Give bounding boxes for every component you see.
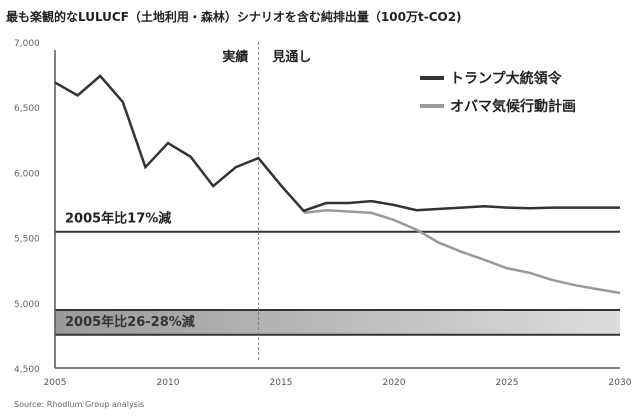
x-tick-label: 2025 — [496, 378, 519, 388]
target-band — [55, 309, 620, 335]
label-outlook: 見通し — [271, 49, 311, 65]
series-line-trump — [54, 74, 620, 213]
target-label-17: 2005年比17%減 — [65, 211, 171, 227]
source-note: Source: Rhodium Group analysis — [14, 400, 145, 409]
y-tick-label: 7,000 — [14, 39, 40, 49]
y-tick-label: 6,500 — [14, 104, 40, 114]
legend-label: オバマ気候行動計画 — [450, 98, 576, 115]
y-tick-label: 5,000 — [14, 300, 40, 310]
y-tick-label: 5,500 — [14, 235, 40, 245]
x-tick-label: 2005 — [44, 378, 67, 388]
legend-label: トランプ大統領令 — [450, 70, 563, 87]
x-tick-label: 2010 — [157, 378, 180, 388]
x-tick-label: 2020 — [383, 378, 406, 388]
label-actual: 実績 — [222, 49, 248, 65]
y-tick-label: 6,000 — [14, 169, 40, 179]
y-tick-label: 4,500 — [14, 365, 40, 375]
x-tick-label: 2030 — [609, 378, 632, 388]
target-label-26-28: 2005年比26-28%減 — [65, 314, 195, 330]
chart-title: 最も楽観的なLULUCF（土地利用・森林）シナリオを含む純排出量（100万t-C… — [6, 10, 462, 24]
x-tick-label: 2015 — [270, 378, 293, 388]
series-line-obama — [303, 208, 621, 295]
